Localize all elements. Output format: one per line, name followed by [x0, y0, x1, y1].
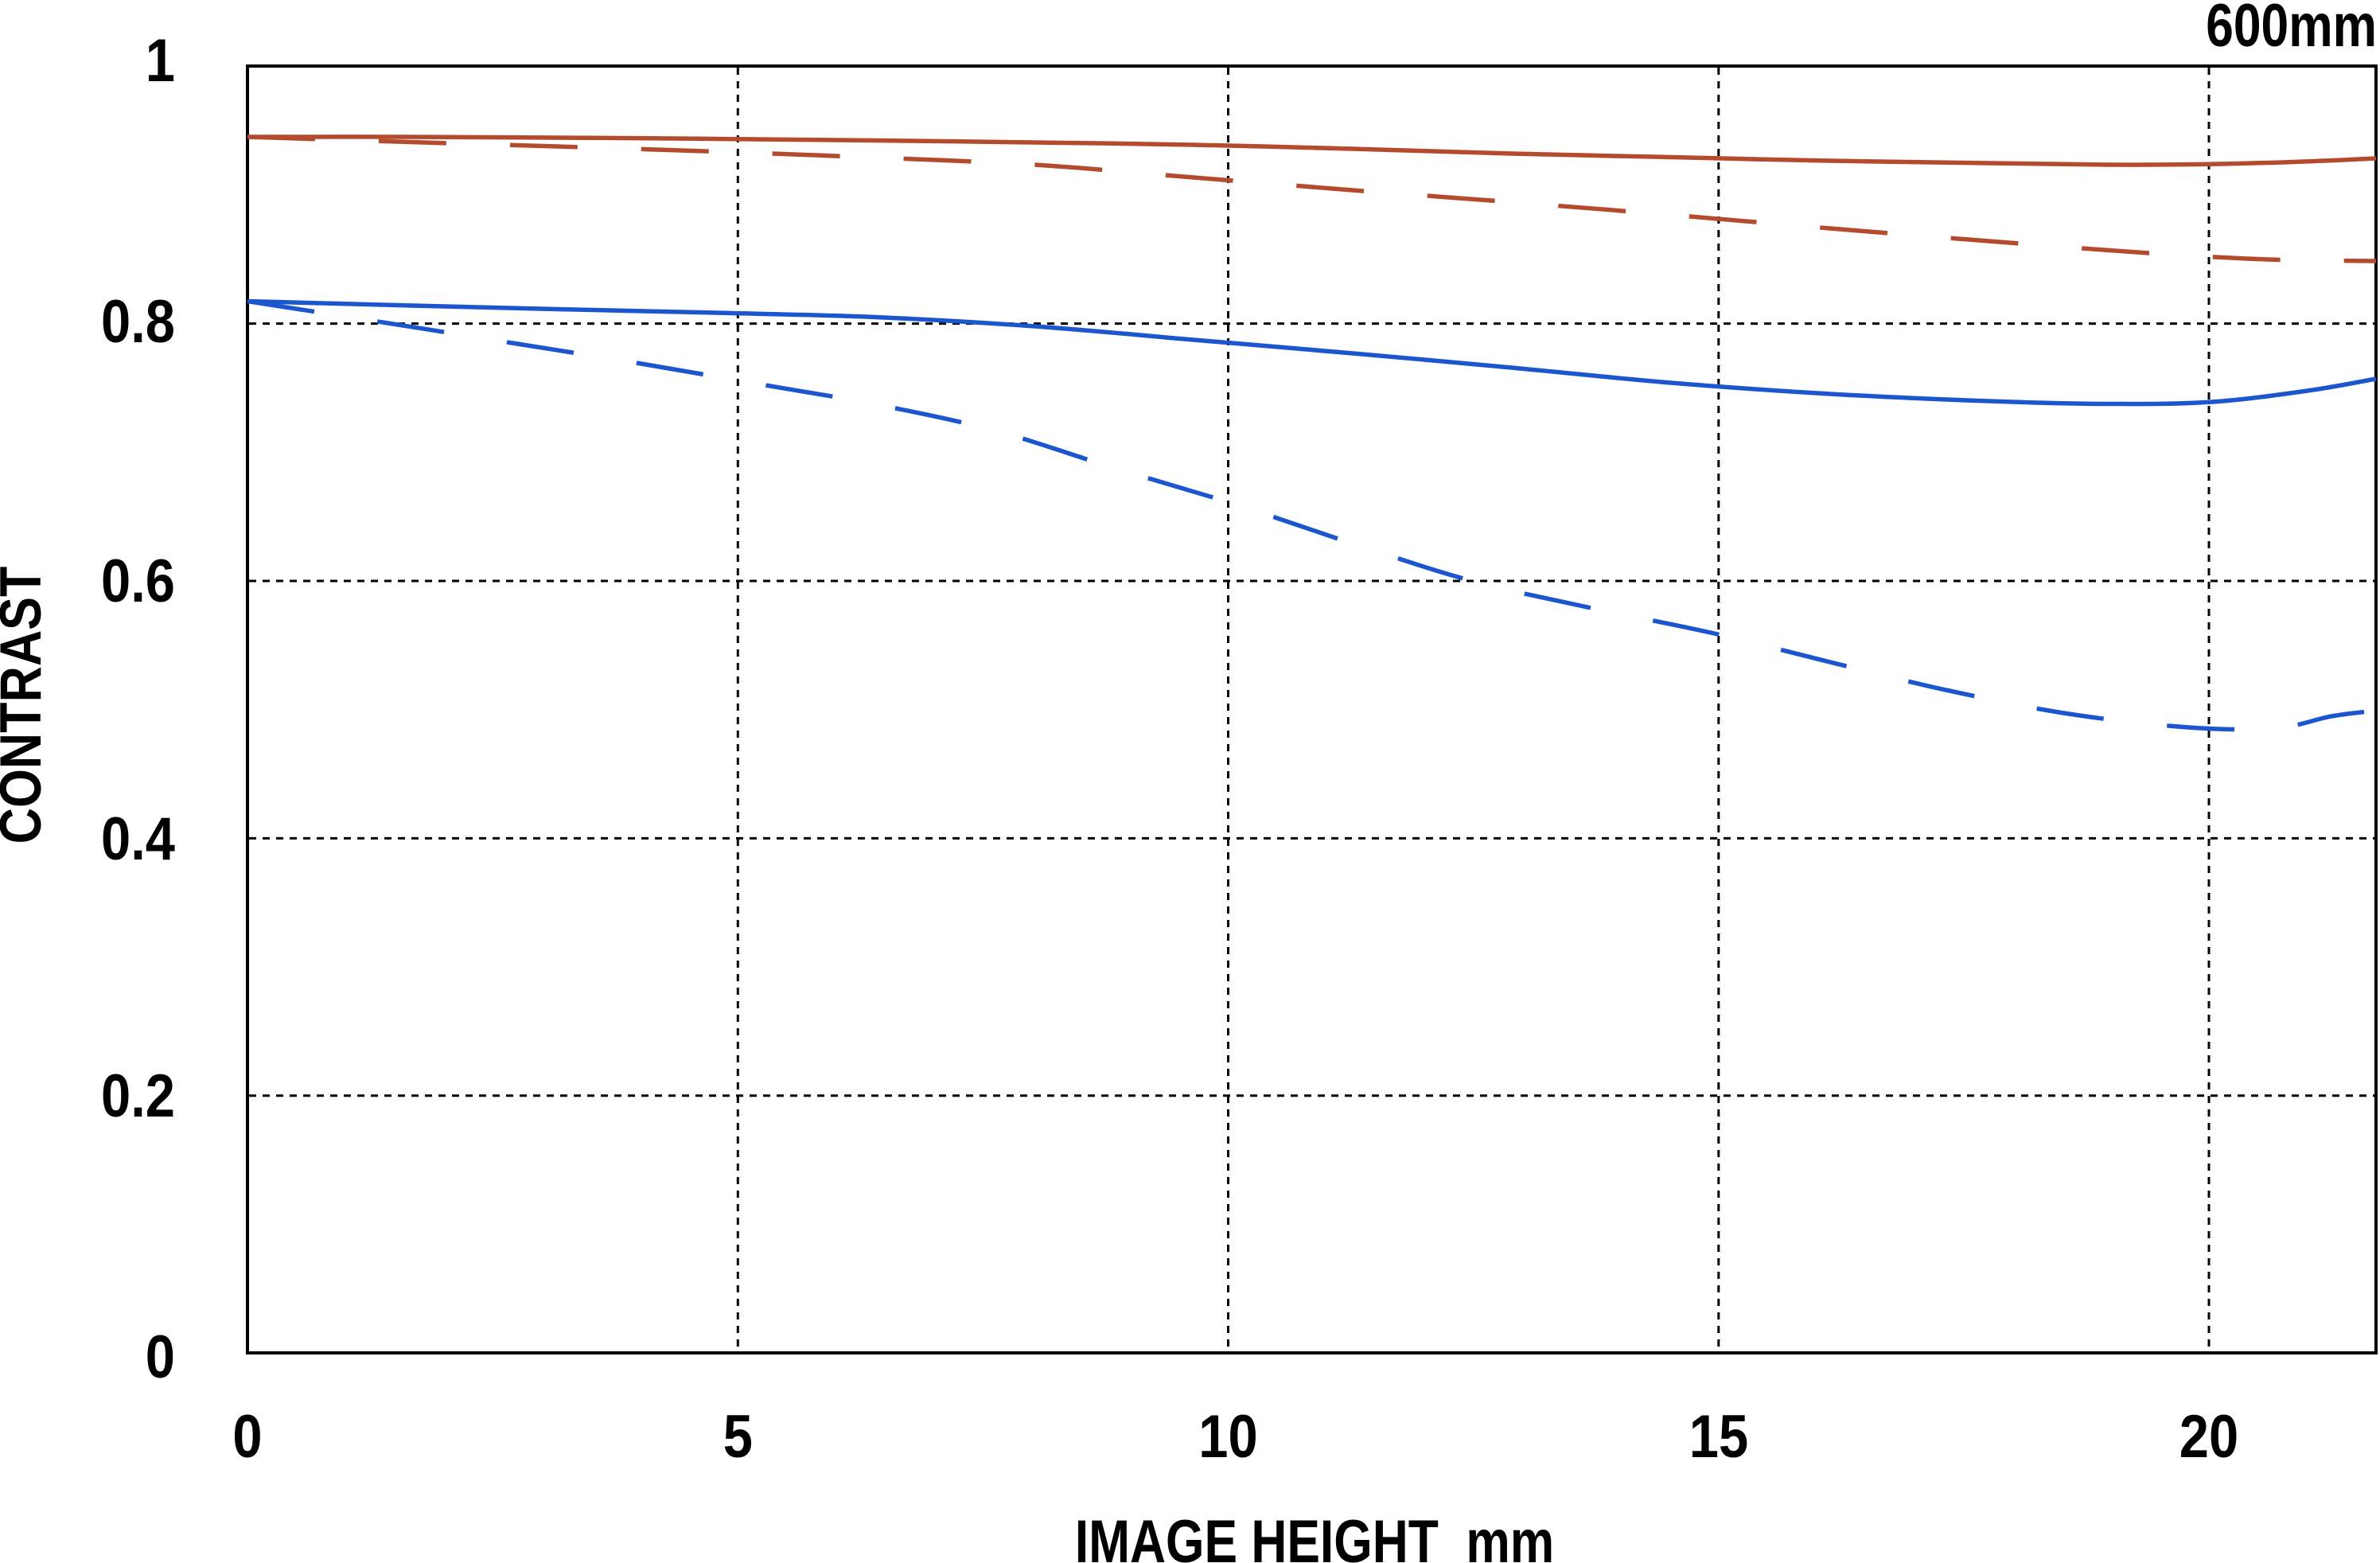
svg-text:0.2: 0.2	[101, 1062, 175, 1130]
svg-text:1: 1	[146, 27, 175, 95]
svg-text:0.6: 0.6	[101, 548, 175, 615]
svg-text:0: 0	[232, 1403, 262, 1471]
svg-text:5: 5	[723, 1403, 753, 1471]
svg-text:CONTRAST: CONTRAST	[0, 567, 53, 844]
svg-text:15: 15	[1689, 1403, 1748, 1471]
svg-text:0: 0	[146, 1323, 175, 1391]
svg-text:IMAGE HEIGHT mm: IMAGE HEIGHT mm	[1075, 1507, 1554, 1563]
svg-text:600mm: 600mm	[2206, 0, 2377, 59]
svg-text:0.4: 0.4	[101, 805, 175, 873]
svg-text:20: 20	[2179, 1403, 2238, 1471]
svg-text:10: 10	[1198, 1403, 1257, 1471]
svg-text:0.8: 0.8	[101, 288, 175, 356]
